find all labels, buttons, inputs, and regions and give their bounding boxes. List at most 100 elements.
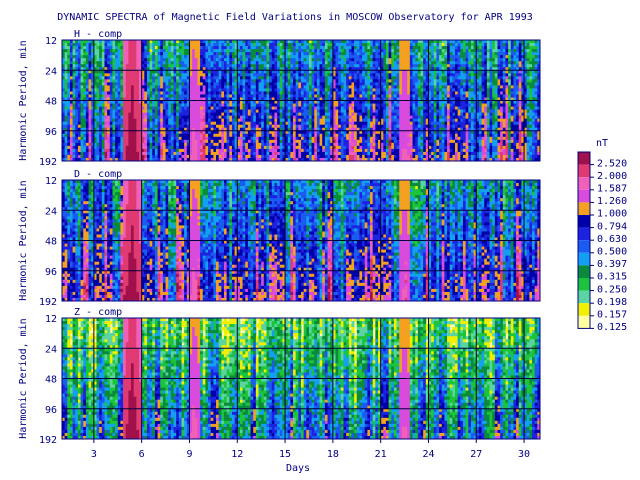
heatmap-cell — [282, 88, 286, 92]
heatmap-cell — [131, 118, 135, 123]
heatmap-cell — [301, 97, 305, 101]
heatmap-cell — [239, 142, 243, 147]
heatmap-cell — [64, 55, 68, 59]
heatmap-cell — [327, 124, 331, 129]
heatmap-cell — [93, 85, 97, 89]
heatmap-cell — [165, 157, 169, 162]
heatmap-cell — [287, 52, 291, 56]
heatmap-cell — [266, 55, 270, 59]
heatmap-cell — [154, 55, 158, 59]
heatmap-cell — [99, 154, 103, 159]
heatmap-cell — [311, 49, 315, 53]
heatmap-cell — [96, 58, 100, 62]
heatmap-cell — [205, 115, 209, 120]
heatmap-cell — [178, 73, 182, 77]
heatmap-cell — [176, 145, 180, 150]
heatmap-cell — [303, 64, 307, 68]
heatmap-cell — [266, 43, 270, 47]
heatmap-cell — [93, 73, 97, 77]
heatmap-cell — [239, 88, 243, 92]
heatmap-cell — [229, 79, 233, 83]
heatmap-cell — [370, 64, 374, 68]
heatmap-cell — [77, 40, 81, 44]
heatmap-cell — [343, 49, 347, 53]
heatmap-cell — [356, 139, 360, 144]
heatmap-cell — [298, 52, 302, 56]
heatmap-cell — [258, 112, 262, 117]
heatmap-cell — [154, 79, 158, 83]
heatmap-cell — [250, 157, 254, 162]
heatmap-cell — [85, 115, 89, 120]
heatmap-cell — [186, 49, 190, 53]
heatmap-cell — [282, 70, 286, 74]
heatmap-cell — [335, 142, 339, 147]
heatmap-cell — [173, 55, 177, 59]
heatmap-cell — [303, 145, 307, 150]
heatmap-cell — [263, 124, 267, 129]
heatmap-cell — [322, 85, 326, 89]
heatmap-cell — [181, 52, 185, 56]
heatmap-cell — [200, 52, 204, 56]
heatmap-cell — [67, 85, 71, 89]
heatmap-cell — [383, 115, 387, 120]
heatmap-cell — [367, 40, 371, 44]
heatmap-cell — [378, 55, 382, 59]
heatmap-cell — [253, 85, 257, 89]
heatmap-cell — [327, 121, 331, 126]
heatmap-cell — [72, 82, 76, 86]
heatmap-cell — [117, 148, 121, 153]
heatmap-cell — [383, 121, 387, 126]
heatmap-cell — [298, 76, 302, 80]
heatmap-cell — [202, 40, 206, 44]
heatmap-cell — [295, 64, 299, 68]
heatmap-cell — [285, 97, 289, 101]
heatmap-cell — [208, 145, 212, 150]
heatmap-cell — [308, 145, 313, 150]
heatmap-cell — [93, 130, 97, 135]
heatmap-cell — [338, 115, 342, 120]
heatmap-cell — [255, 52, 259, 56]
heatmap-cell — [226, 145, 230, 150]
heatmap-cell — [85, 85, 89, 89]
heatmap-cell — [181, 109, 185, 113]
heatmap-cell — [139, 154, 143, 159]
heatmap-cell — [338, 142, 342, 147]
heatmap-cell — [324, 145, 328, 150]
heatmap-cell — [152, 124, 156, 129]
heatmap-cell — [287, 82, 291, 86]
heatmap-cell — [380, 103, 384, 107]
heatmap-cell — [165, 145, 169, 150]
heatmap-cell — [380, 91, 384, 95]
heatmap-cell — [202, 106, 206, 110]
heatmap-cell — [255, 151, 259, 156]
heatmap-cell — [152, 49, 156, 53]
heatmap-cell — [202, 58, 206, 62]
heatmap-cell — [83, 148, 87, 153]
heatmap-cell — [197, 124, 201, 129]
heatmap-cell — [340, 157, 344, 162]
heatmap-cell — [308, 139, 313, 144]
heatmap-cell — [282, 115, 286, 120]
heatmap-cell — [364, 154, 368, 159]
heatmap-cell — [208, 106, 212, 110]
heatmap-cell — [160, 67, 164, 71]
heatmap-cell — [338, 64, 342, 68]
heatmap-cell — [319, 97, 323, 101]
heatmap-cell — [343, 67, 347, 71]
heatmap-cell — [117, 130, 121, 135]
heatmap-cell — [202, 112, 206, 117]
heatmap-cell — [327, 115, 331, 120]
heatmap-cell — [75, 118, 79, 123]
heatmap-cell — [88, 121, 92, 126]
heatmap-cell — [301, 55, 305, 59]
heatmap-cell — [319, 115, 323, 120]
heatmap-cell — [83, 67, 87, 71]
heatmap-cell — [231, 118, 236, 123]
heatmap-cell — [356, 151, 360, 156]
heatmap-cell — [75, 61, 79, 65]
heatmap-cell — [200, 106, 204, 110]
heatmap-cell — [332, 64, 336, 68]
heatmap-cell — [62, 127, 66, 132]
heatmap-cell — [184, 103, 188, 107]
heatmap-cell — [250, 49, 254, 53]
